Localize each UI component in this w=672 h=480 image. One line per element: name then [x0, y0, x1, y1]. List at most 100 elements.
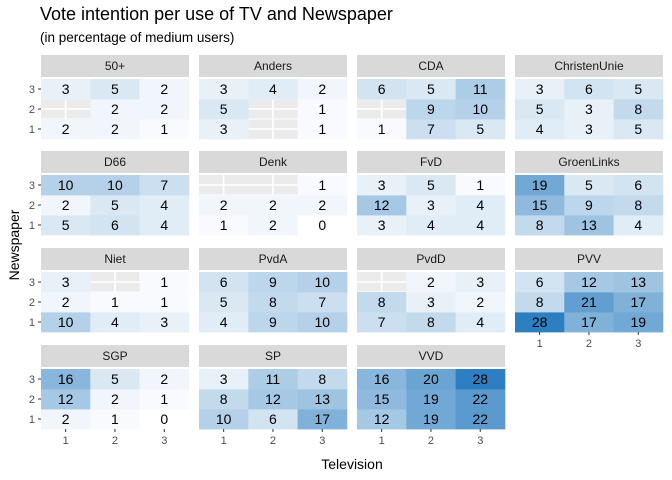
heat-cell: [515, 99, 565, 120]
cell-value-label: 9: [269, 274, 277, 290]
cell-value-label: 16: [58, 371, 74, 387]
heat-cell: [248, 409, 298, 430]
cell-value-label: 5: [220, 294, 228, 310]
heat-cell: [248, 79, 298, 100]
cell-value-label: 4: [476, 197, 484, 213]
heat-cell: [90, 79, 140, 100]
facet-label: VVD: [419, 349, 444, 363]
heat-cell: [357, 79, 407, 100]
cell-value-label: 5: [476, 121, 484, 137]
heat-cell: [90, 312, 140, 333]
heat-cell: [139, 272, 190, 293]
heat-cell: [515, 292, 565, 313]
cell-value-label: 1: [318, 121, 326, 137]
cell-value-label: 4: [536, 121, 544, 137]
heat-cell: [199, 99, 249, 120]
cell-value-label: 3: [160, 314, 168, 330]
cell-value-label: 12: [374, 411, 390, 427]
facet-label: FvD: [420, 155, 442, 169]
cell-value-label: 8: [536, 217, 544, 233]
cell-value-label: 2: [269, 197, 277, 213]
heat-cell: [41, 215, 91, 236]
cell-value-label: 11: [266, 371, 281, 387]
heat-cell: [199, 79, 249, 100]
heat-cell: [613, 272, 664, 293]
heat-cell: [613, 215, 664, 236]
heat-cell: [613, 175, 664, 196]
cell-value-label: 10: [216, 411, 232, 427]
heat-cell: [406, 272, 456, 293]
cell-value-label: 13: [581, 217, 597, 233]
cell-value-label: 9: [427, 101, 435, 117]
facet-strip: [41, 345, 189, 367]
cell-value-label: 10: [472, 101, 488, 117]
facet-label: PvdD: [416, 252, 446, 266]
heat-cell: [297, 312, 348, 333]
heat-cell: [406, 292, 456, 313]
heat-cell: [41, 195, 91, 216]
cell-value-label: 7: [318, 294, 326, 310]
heat-cell: [139, 175, 190, 196]
facet-label: Niet: [104, 252, 126, 266]
heat-cell: [613, 79, 664, 100]
heat-cell: [139, 292, 190, 313]
cell-value-label: 13: [314, 391, 330, 407]
cell-value-label: 3: [585, 121, 593, 137]
facet-label: Anders: [254, 59, 292, 73]
facet-label: D66: [104, 155, 126, 169]
heat-cell: [406, 409, 456, 430]
facet-cda: CDA 1 7 5 9 10 6 5 11: [357, 55, 506, 140]
heat-cell: [406, 99, 456, 120]
cell-value-label: 1: [160, 391, 168, 407]
chart-subtitle: (in percentage of medium users): [40, 30, 235, 45]
heat-cell: [406, 195, 456, 216]
heat-cell: [248, 272, 298, 293]
cell-value-label: 5: [62, 217, 70, 233]
heat-cell: [455, 409, 506, 430]
heat-cell: [455, 292, 506, 313]
cell-value-label: 5: [111, 197, 119, 213]
cell-value-label: 6: [220, 274, 228, 290]
facet-strip: [41, 55, 189, 77]
facet-christenunie: ChristenUnie 4 3 5 5 3 8 3 6 5: [515, 55, 664, 140]
heat-cell: [515, 175, 565, 196]
heat-cell: [297, 369, 348, 390]
heat-cell: [297, 272, 348, 293]
cell-value-label: 8: [378, 294, 386, 310]
cell-value-label: 16: [374, 371, 390, 387]
facet-strip: [357, 248, 505, 270]
cell-value-label: 2: [62, 411, 70, 427]
facet-strip: [357, 345, 505, 367]
heat-cell: [139, 389, 190, 410]
heat-cell: [297, 79, 348, 100]
chart-title: Vote intention per use of TV and Newspap…: [40, 4, 393, 24]
cell-value-label: 19: [532, 177, 548, 193]
cell-value-label: 1: [111, 294, 119, 310]
heat-cell: [564, 119, 614, 140]
facet-groenlinks: GroenLinks 8 13 4 15 9 8 19 5 6: [515, 151, 664, 236]
heat-cell: [139, 312, 190, 333]
heat-cell: [613, 119, 664, 140]
cell-value-label: 3: [62, 81, 70, 97]
facet-strip: [41, 151, 189, 173]
x-tick-label: 2: [112, 435, 118, 447]
cell-value-label: 10: [314, 274, 330, 290]
cell-value-label: 0: [160, 411, 168, 427]
facet-label: SGP: [102, 349, 127, 363]
heat-cell: [515, 215, 565, 236]
cell-value-label: 5: [427, 177, 435, 193]
cell-value-label: 2: [62, 121, 70, 137]
heat-cell: [613, 312, 664, 333]
heat-cell: [455, 272, 506, 293]
x-tick-label: 2: [270, 435, 276, 447]
cell-value-label: 1: [160, 274, 168, 290]
heat-cell: [139, 79, 190, 100]
heat-cell: [406, 119, 456, 140]
cell-value-label: 8: [427, 314, 435, 330]
heat-cell: [406, 369, 456, 390]
cell-value-label: 2: [111, 121, 119, 137]
cell-value-label: 6: [585, 81, 593, 97]
x-tick-label: 2: [428, 435, 434, 447]
